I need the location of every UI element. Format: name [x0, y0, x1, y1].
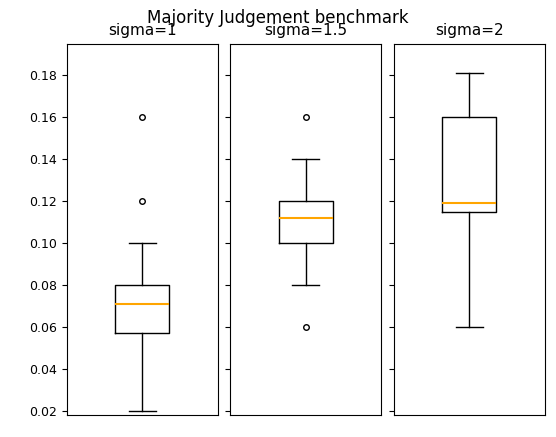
Title: sigma=1: sigma=1: [108, 23, 177, 38]
Title: sigma=2: sigma=2: [435, 23, 504, 38]
Title: sigma=1.5: sigma=1.5: [264, 23, 348, 38]
Text: Majority Judgement benchmark: Majority Judgement benchmark: [147, 9, 409, 27]
